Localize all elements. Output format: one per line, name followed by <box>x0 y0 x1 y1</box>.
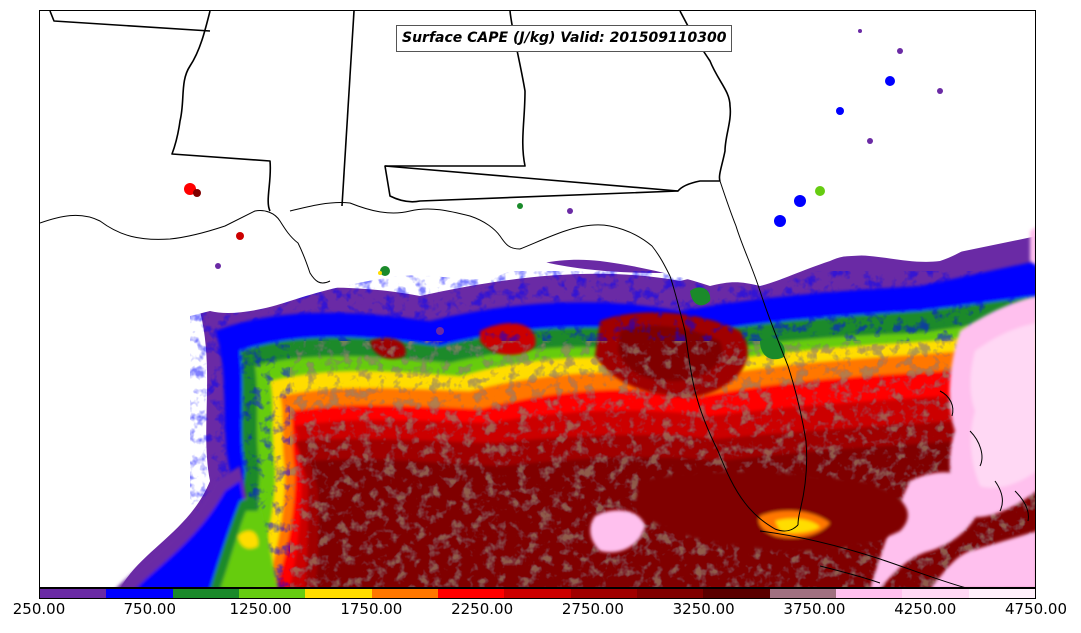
colorbar-segment <box>703 589 770 598</box>
colorbar-segment <box>437 589 505 598</box>
colorbar-tick-label: 1250.00 <box>229 600 292 618</box>
cape-map <box>40 11 1035 587</box>
colorbar-tick-label: 3750.00 <box>783 600 846 618</box>
coastlines <box>40 180 1029 587</box>
colorbar-segment <box>636 589 704 598</box>
colorbar-segment <box>570 589 637 598</box>
colorbar-tick-label: 2250.00 <box>451 600 514 618</box>
map-panel: Surface CAPE (J/kg) Valid: 201509110300 <box>39 10 1036 588</box>
colorbar-segment <box>835 589 903 598</box>
colorbar-segment <box>305 589 372 598</box>
colorbar-tick-label: 4250.00 <box>894 600 957 618</box>
colorbar-tick-label: 3250.00 <box>672 600 735 618</box>
colorbar-labels: 250.00 750.00 1250.00 1750.00 2250.00 2750.00… <box>0 600 1081 624</box>
map-title: Surface CAPE (J/kg) Valid: 201509110300 <box>396 25 733 52</box>
south-maroon-belt <box>635 471 908 551</box>
colorbar-segment <box>238 589 306 598</box>
colorbar-segment <box>106 589 173 598</box>
colorbar-segment <box>968 589 1035 598</box>
colorbar-tick-label: 1750.00 <box>340 600 403 618</box>
colorbar-tick-label: 250.00 <box>12 600 66 618</box>
scattered-cells <box>184 29 943 335</box>
colorbar-tick-label: 750.00 <box>123 600 177 618</box>
colorbar-tick-label: 2750.00 <box>561 600 624 618</box>
colorbar-segment <box>40 589 107 598</box>
colorbar <box>39 588 1036 599</box>
colorbar-tick-label: 4750.00 <box>1004 600 1068 618</box>
colorbar-segment <box>504 589 571 598</box>
colorbar-segment <box>371 589 438 598</box>
colorbar-segment <box>769 589 836 598</box>
florida-interior <box>690 287 785 360</box>
colorbar-segment <box>902 589 969 598</box>
gulf-sw-tongue <box>117 466 278 587</box>
land-north-mask <box>40 11 1035 466</box>
colorbar-segment <box>172 589 239 598</box>
cape-field-extreme <box>590 227 1035 587</box>
